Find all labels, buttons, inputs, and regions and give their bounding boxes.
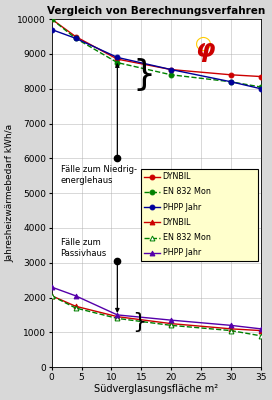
Text: DYNBIL: DYNBIL [163,172,191,181]
Text: DYNBIL: DYNBIL [163,218,191,227]
Text: }: } [132,58,155,92]
Text: EN 832 Mon: EN 832 Mon [163,233,211,242]
Text: φ: φ [195,38,215,62]
FancyBboxPatch shape [141,169,258,261]
Text: ○: ○ [196,34,212,53]
Text: PHPP Jahr: PHPP Jahr [163,248,201,258]
Text: PHPP Jahr: PHPP Jahr [163,203,201,212]
Text: }: } [132,312,146,332]
X-axis label: Südverglasungsfläche m²: Südverglasungsfläche m² [94,384,218,394]
Y-axis label: Jahresheizwärmebedarf kWh/a: Jahresheizwärmebedarf kWh/a [5,124,15,262]
Text: EN 832 Mon: EN 832 Mon [163,188,211,196]
Text: Fälle zum
Passivhaus: Fälle zum Passivhaus [61,238,107,258]
Text: Fälle zum Niedrig-
energlehaus: Fälle zum Niedrig- energlehaus [61,165,137,185]
Title: Vergleich von Berechnungsverfahren: Vergleich von Berechnungsverfahren [47,6,265,16]
